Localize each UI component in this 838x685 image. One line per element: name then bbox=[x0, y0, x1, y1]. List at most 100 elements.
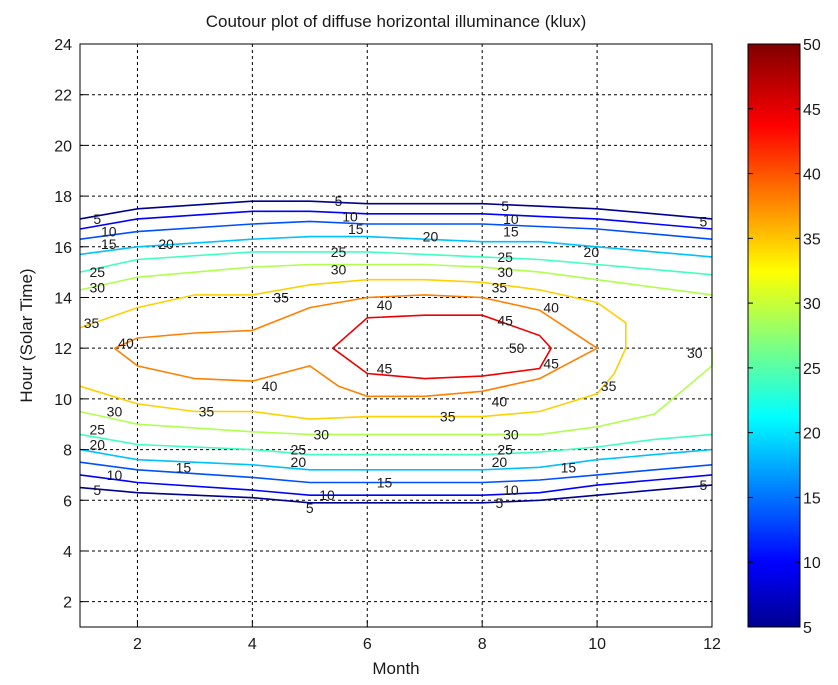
contour-label: 45 bbox=[497, 312, 513, 328]
contour-label: 30 bbox=[331, 262, 347, 278]
contour-label: 10 bbox=[319, 487, 335, 503]
contour-label: 10 bbox=[503, 482, 519, 498]
contour-label: 5 bbox=[93, 211, 101, 227]
contour-label: 30 bbox=[107, 404, 123, 420]
contour-label: 30 bbox=[503, 426, 519, 442]
contour-line-30 bbox=[79, 263, 713, 296]
contour-label: 40 bbox=[118, 335, 134, 351]
y-tick-label: 12 bbox=[54, 341, 72, 358]
plot-frame bbox=[79, 43, 713, 628]
contour-label: 50 bbox=[509, 340, 525, 356]
contour-label: 20 bbox=[423, 229, 439, 245]
contour-label: 10 bbox=[342, 208, 358, 224]
contour-label: 5 bbox=[699, 477, 707, 493]
contour-label: 15 bbox=[176, 459, 192, 475]
y-axis-label: Hour (Solar Time) bbox=[17, 268, 36, 402]
contour-line-15 bbox=[79, 461, 713, 484]
contour-label: 35 bbox=[440, 409, 456, 425]
contour-label: 40 bbox=[492, 393, 508, 409]
x-tick-label: 10 bbox=[588, 636, 606, 653]
contour-line-45 bbox=[332, 314, 553, 380]
contour-label: 20 bbox=[584, 244, 600, 260]
contour-label: 25 bbox=[89, 421, 105, 437]
y-tick-label: 4 bbox=[63, 544, 72, 561]
contour-label: 5 bbox=[335, 193, 343, 209]
colorbar-tick-label: 50 bbox=[803, 37, 821, 54]
x-tick-label: 4 bbox=[248, 636, 257, 653]
colorbar-tick-label: 5 bbox=[803, 620, 812, 637]
x-axis-ticks: 2 4 6 8 10 12 bbox=[133, 621, 721, 653]
y-tick-label: 16 bbox=[54, 240, 72, 257]
contour-line-20 bbox=[79, 448, 713, 471]
y-tick-label: 18 bbox=[54, 189, 72, 206]
contour-line-35 bbox=[79, 278, 627, 420]
contour-label: 40 bbox=[543, 300, 559, 316]
y-tick-label: 20 bbox=[54, 138, 72, 155]
colorbar-tick-label: 20 bbox=[803, 426, 821, 443]
contour-label: 45 bbox=[543, 355, 559, 371]
contour-label: 35 bbox=[492, 279, 508, 295]
contour-label: 20 bbox=[158, 236, 174, 252]
contour-label: 30 bbox=[687, 345, 703, 361]
contour-line-5 bbox=[79, 200, 713, 220]
colorbar-tick-label: 10 bbox=[803, 555, 821, 572]
contour-line-25 bbox=[79, 251, 713, 276]
y-tick-label: 2 bbox=[63, 595, 72, 612]
contour-label: 35 bbox=[84, 315, 100, 331]
contour-line-10 bbox=[79, 210, 713, 230]
contour-line-25 bbox=[79, 433, 713, 456]
y-tick-label: 14 bbox=[54, 290, 72, 307]
contour-label: 25 bbox=[331, 244, 347, 260]
x-tick-label: 8 bbox=[478, 636, 487, 653]
chart-title: Coutour plot of diffuse horizontal illum… bbox=[206, 12, 587, 31]
contour-label: 5 bbox=[496, 495, 504, 511]
x-tick-label: 12 bbox=[703, 636, 721, 653]
y-tick-label: 8 bbox=[63, 443, 72, 460]
contour-label: 15 bbox=[377, 475, 393, 491]
colorbar-tick-label: 45 bbox=[803, 102, 821, 119]
contour-line-15 bbox=[79, 220, 713, 240]
contour-lines bbox=[79, 200, 713, 504]
contour-label: 15 bbox=[348, 221, 364, 237]
contour-label: 15 bbox=[101, 236, 117, 252]
contour-label: 5 bbox=[306, 500, 314, 516]
x-axis-label: Month bbox=[372, 659, 419, 678]
contour-label: 10 bbox=[503, 211, 519, 227]
contour-label: 25 bbox=[497, 442, 513, 458]
colorbar-tick-label: 25 bbox=[803, 361, 821, 378]
contour-label: 15 bbox=[561, 459, 577, 475]
contour-label: 15 bbox=[503, 224, 519, 240]
contour-line-10 bbox=[79, 474, 713, 496]
contour-label: 35 bbox=[601, 378, 617, 394]
contour-label: 10 bbox=[107, 467, 123, 483]
contour-label: 5 bbox=[93, 482, 101, 498]
colorbar-ticks: 5 10 15 20 25 30 35 40 45 50 bbox=[748, 37, 821, 637]
x-tick-label: 2 bbox=[133, 636, 142, 653]
contour-line-20 bbox=[79, 235, 713, 258]
contour-label: 5 bbox=[699, 213, 707, 229]
contour-label: 25 bbox=[89, 264, 105, 280]
contour-label: 30 bbox=[314, 426, 330, 442]
contour-label: 35 bbox=[273, 289, 289, 305]
contour-label: 40 bbox=[262, 378, 278, 394]
contour-label: 10 bbox=[101, 224, 117, 240]
x-tick-label: 6 bbox=[363, 636, 372, 653]
y-tick-label: 22 bbox=[54, 88, 72, 105]
contour-label: 25 bbox=[497, 249, 513, 265]
y-tick-label: 10 bbox=[54, 392, 72, 409]
contour-label: 20 bbox=[492, 454, 508, 470]
colorbar-tick-label: 35 bbox=[803, 231, 821, 248]
contour-label: 30 bbox=[497, 264, 513, 280]
contour-label: 25 bbox=[291, 442, 307, 458]
contour-label: 20 bbox=[291, 454, 307, 470]
contour-label: 40 bbox=[377, 297, 393, 313]
contour-label: 5 bbox=[501, 198, 509, 214]
contour-label: 20 bbox=[89, 436, 105, 452]
contour-line-30 bbox=[79, 348, 713, 436]
colorbar-tick-label: 40 bbox=[803, 167, 821, 184]
contour-label: 30 bbox=[89, 279, 105, 295]
contour-line-40 bbox=[114, 294, 599, 398]
